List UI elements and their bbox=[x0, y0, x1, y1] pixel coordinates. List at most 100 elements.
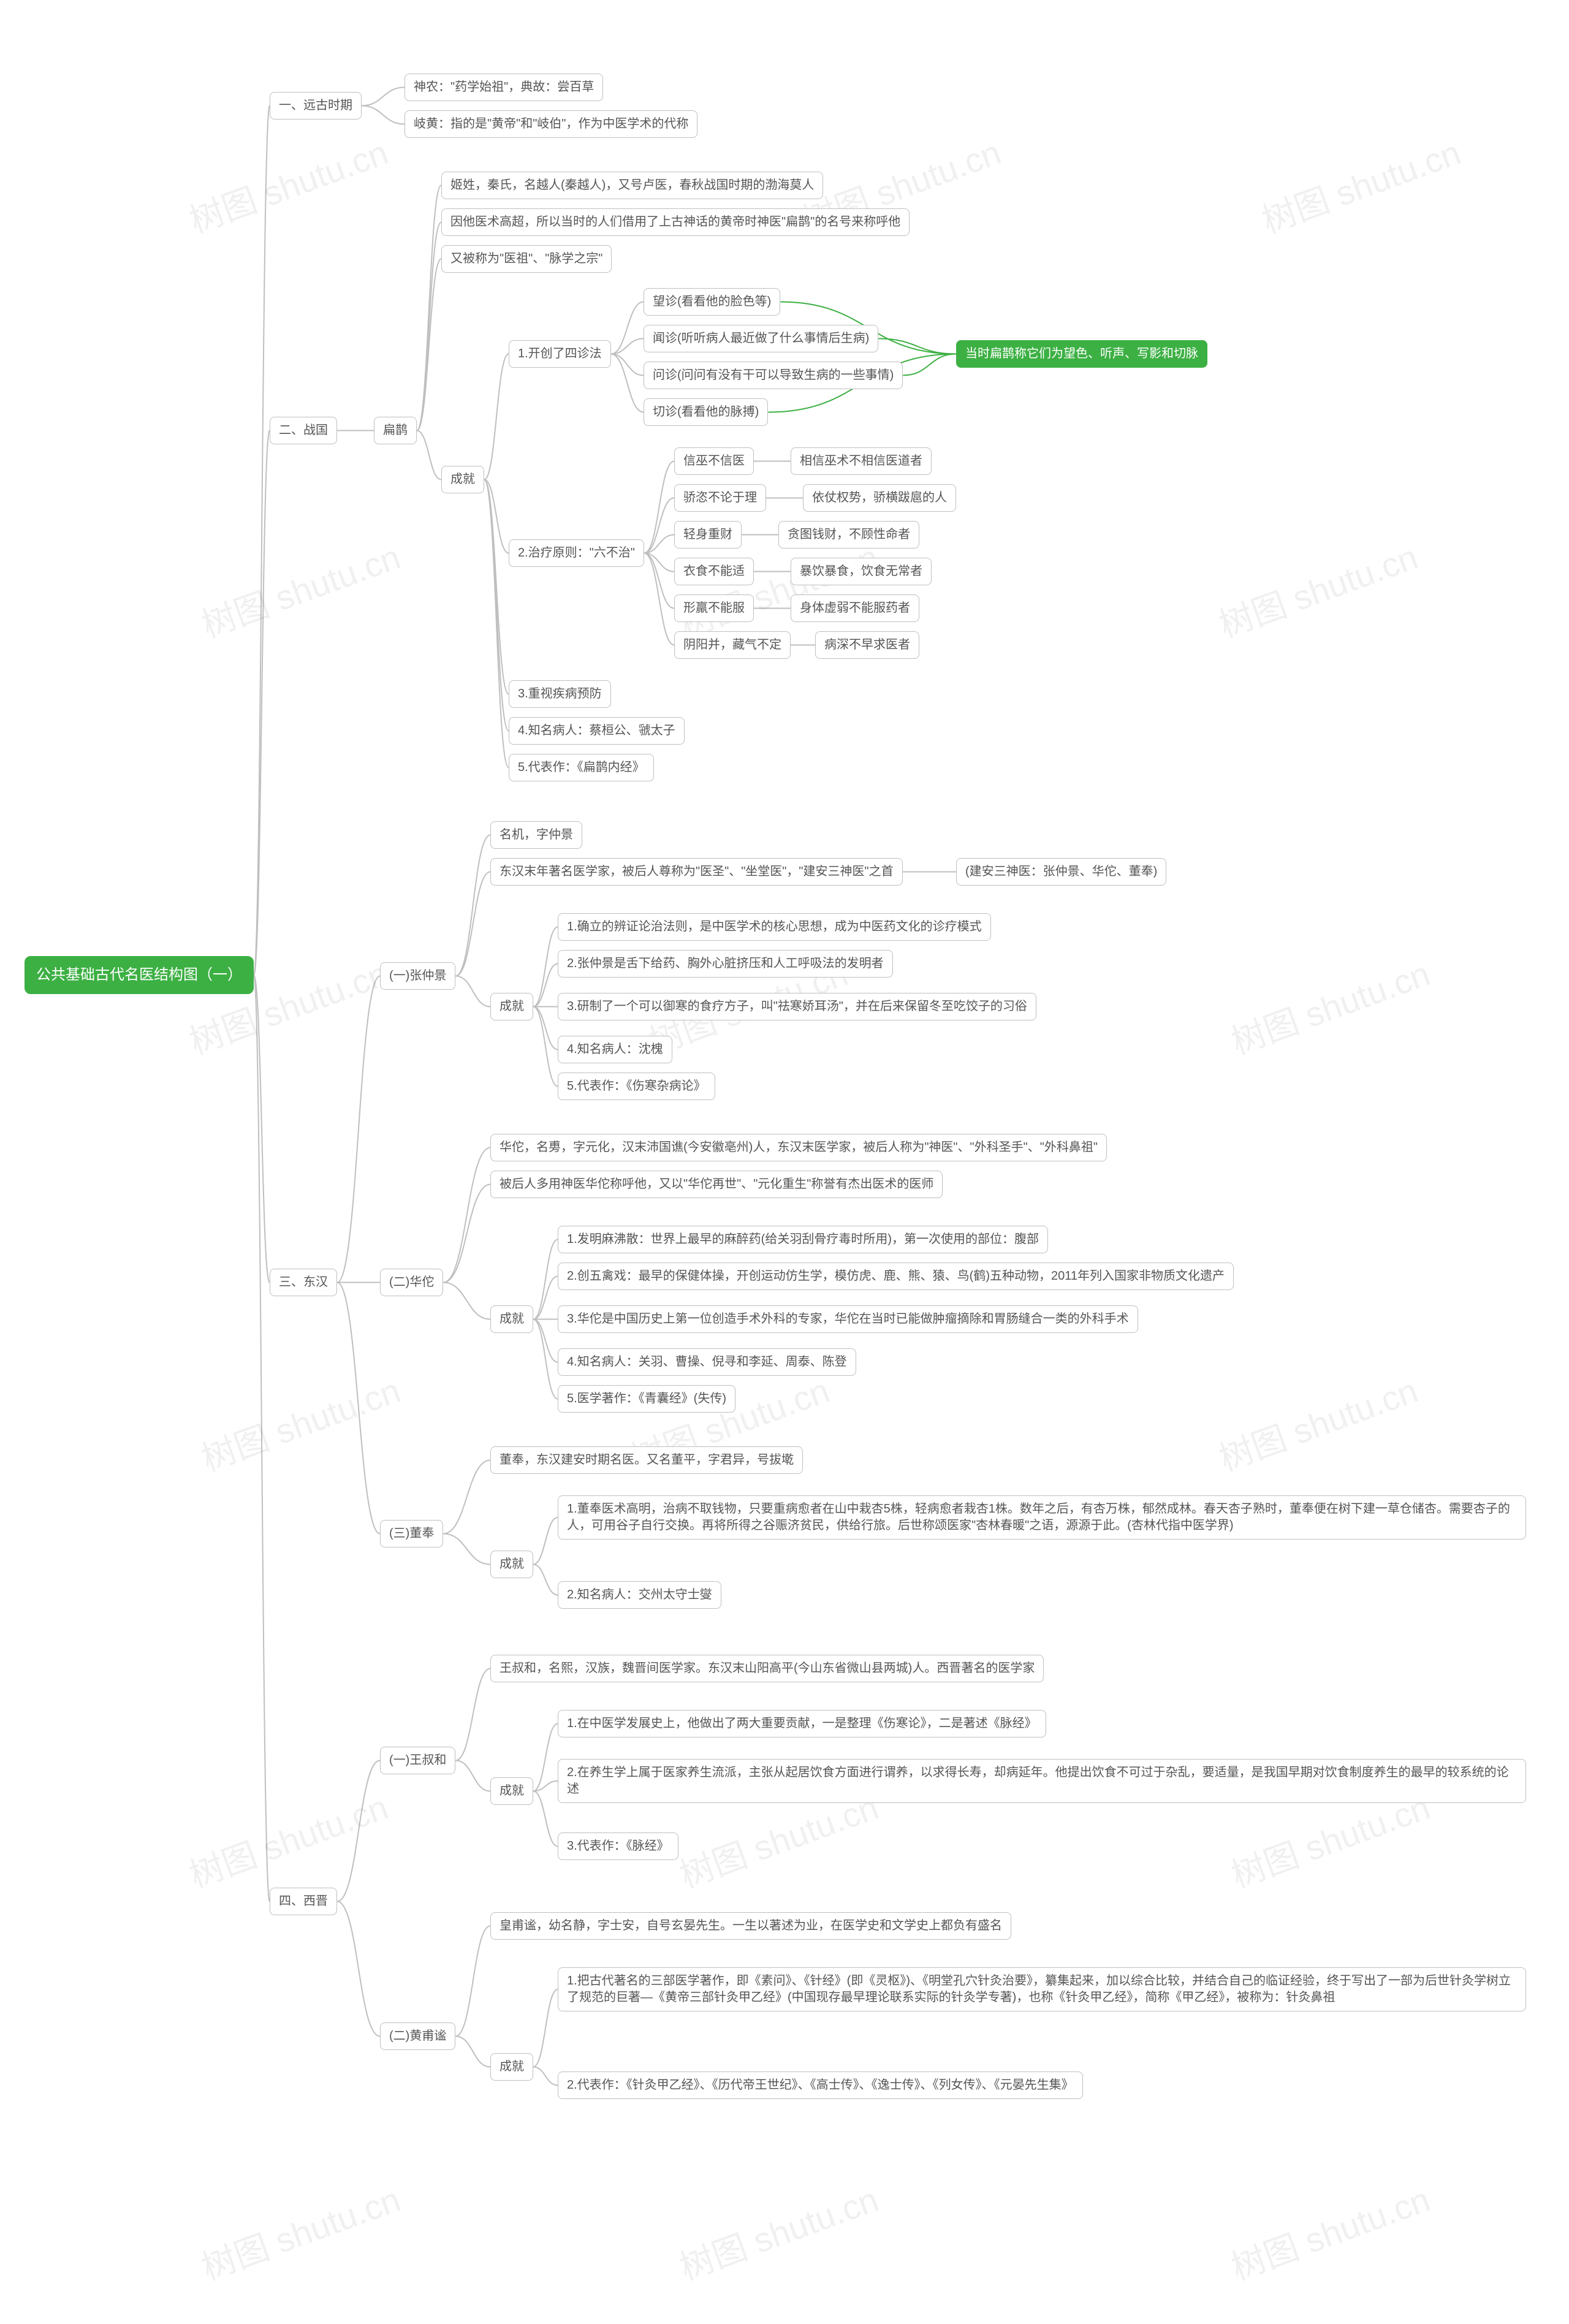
mindmap-node: 姬姓，秦氏，名越人(秦越人)，又号卢医，春秋战国时期的渤海莫人 bbox=[441, 172, 823, 199]
connector bbox=[611, 339, 644, 354]
connector bbox=[417, 186, 441, 431]
connector bbox=[533, 1565, 558, 1595]
mindmap-node: 2.在养生学上属于医家养生流派，主张从起居饮食方面进行谓养，以求得长寿，却病延年… bbox=[558, 1759, 1526, 1803]
connector bbox=[484, 354, 509, 480]
mindmap-node: 闻诊(听听病人最近做了什么事情后生病) bbox=[644, 325, 878, 352]
connector bbox=[533, 1724, 558, 1791]
watermark: 树图 shutu.cn bbox=[1211, 530, 1424, 647]
watermark: 树图 shutu.cn bbox=[1254, 125, 1467, 243]
mindmap-node: 轻身重财 bbox=[674, 521, 742, 549]
mindmap-node: 衣食不能适 bbox=[674, 558, 754, 585]
connector bbox=[443, 1185, 490, 1283]
mindmap-node: 依仗权势，骄横跋扈的人 bbox=[803, 484, 956, 512]
connector bbox=[455, 872, 490, 976]
mindmap-node: 成就 bbox=[490, 1551, 533, 1578]
connector bbox=[484, 480, 509, 694]
mindmap-canvas: 树图 shutu.cn 树图 shutu.cn 树图 shutu.cn 树图 shut… bbox=[0, 0, 1569, 2324]
connector bbox=[455, 835, 490, 976]
connector bbox=[455, 1669, 490, 1761]
connector bbox=[644, 553, 674, 572]
connector bbox=[533, 1277, 558, 1320]
mindmap-node: 信巫不信医 bbox=[674, 447, 754, 475]
watermark: 树图 shutu.cn bbox=[1211, 1363, 1424, 1481]
mindmap-node: 相信巫术不相信医道者 bbox=[791, 447, 932, 475]
mindmap-node: 1.在中医学发展史上，他做出了两大重要贡献，一是整理《伤寒论》，二是著述《脉经》 bbox=[558, 1710, 1046, 1737]
watermark: 树图 shutu.cn bbox=[181, 1780, 394, 1897]
mindmap-node: 望诊(看看他的脸色等) bbox=[644, 288, 780, 316]
connector bbox=[644, 553, 674, 609]
mindmap-node: 3.重视疾病预防 bbox=[509, 680, 611, 708]
mindmap-node: 二、战国 bbox=[270, 417, 337, 444]
mindmap-node: 2.治疗原则："六不治" bbox=[509, 539, 644, 567]
mindmap-node: 1.把古代著名的三部医学著作，即《素问》、《针经》(即《灵枢》)、《明堂孔穴针灸… bbox=[558, 1967, 1526, 2011]
connector bbox=[254, 975, 270, 1282]
connector bbox=[362, 106, 405, 124]
connector bbox=[533, 927, 558, 1007]
connector bbox=[611, 354, 644, 376]
mindmap-node: (三)董奉 bbox=[380, 1520, 443, 1547]
mindmap-node: 5.医学著作：《青囊经》(失传) bbox=[558, 1385, 735, 1413]
connector bbox=[362, 88, 405, 106]
connector bbox=[417, 431, 441, 480]
connector bbox=[254, 106, 270, 976]
mindmap-node: 问诊(问问有没有干可以导致生病的一些事情) bbox=[644, 362, 903, 389]
connector bbox=[443, 1534, 490, 1565]
mindmap-node: 被后人多用神医华佗称呼他，又以"华佗再世"、"元化重生"称誉有杰出医术的医师 bbox=[490, 1171, 943, 1198]
mindmap-node: 3.华佗是中国历史上第一位创造手术外科的专家，华佗在当时已能做肿瘤摘除和胃肠缝合… bbox=[558, 1305, 1138, 1333]
mindmap-node: 2.知名病人：交州太守士燮 bbox=[558, 1581, 721, 1609]
mindmap-node: 3.代表作：《脉经》 bbox=[558, 1832, 678, 1860]
connector bbox=[644, 498, 674, 553]
mindmap-node: 病深不早求医者 bbox=[815, 631, 919, 659]
connector bbox=[611, 302, 644, 354]
mindmap-node: 东汉末年著名医学家，被后人尊称为"医圣"、"坐堂医"，"建安三神医"之首 bbox=[490, 858, 903, 886]
mindmap-node: 形羸不能服 bbox=[674, 594, 754, 622]
connector bbox=[443, 1283, 490, 1320]
watermark: 树图 shutu.cn bbox=[194, 530, 406, 647]
connector bbox=[417, 259, 441, 431]
mindmap-node: 1.发明麻沸散：世界上最早的麻醉药(给关羽刮骨疗毒时所用)，第一次使用的部位：腹… bbox=[558, 1226, 1048, 1253]
connector bbox=[533, 1989, 558, 2067]
mindmap-node: 成就 bbox=[490, 2053, 533, 2081]
connector bbox=[533, 2067, 558, 2086]
connector bbox=[455, 2037, 490, 2067]
connector bbox=[443, 1148, 490, 1283]
mindmap-node: 2.创五禽戏：最早的保健体操，开创运动仿生学，模仿虎、鹿、熊、猿、鸟(鹤)五种动… bbox=[558, 1263, 1234, 1290]
mindmap-node: 又被称为"医祖"、"脉学之宗" bbox=[441, 245, 612, 273]
connector bbox=[417, 222, 441, 431]
connector bbox=[455, 976, 490, 1007]
mindmap-node: 四、西晋 bbox=[270, 1888, 337, 1915]
connector bbox=[644, 535, 674, 553]
connector bbox=[443, 1460, 490, 1534]
connector bbox=[533, 1007, 558, 1050]
connector bbox=[484, 480, 509, 553]
connector bbox=[337, 1761, 380, 1902]
mindmap-node: (二)黄甫谧 bbox=[380, 2022, 455, 2050]
mindmap-node: 3.研制了一个可以御寒的食疗方子，叫"祛寒娇耳汤"，并在后来保留冬至吃饺子的习俗 bbox=[558, 993, 1036, 1020]
mindmap-node: 神农："药学始祖"，典故：尝百草 bbox=[405, 74, 603, 101]
mindmap-node: 5.代表作：《扁鹊内经》 bbox=[509, 754, 654, 781]
connector bbox=[533, 1240, 558, 1320]
connector bbox=[903, 354, 956, 376]
mindmap-node: (一)张仲景 bbox=[380, 962, 455, 990]
connector bbox=[533, 1517, 558, 1565]
connector bbox=[484, 480, 509, 731]
connector bbox=[455, 1761, 490, 1791]
mindmap-node: 因他医术高超，所以当时的人们借用了上古神话的黄帝时神医"扁鹊"的名号来称呼他 bbox=[441, 208, 910, 236]
mindmap-node: 2.张仲景是舌下给药、胸外心脏挤压和人工呼吸法的发明者 bbox=[558, 950, 893, 978]
root-node: 公共基础古代名医结构图（一） bbox=[25, 956, 254, 994]
mindmap-node: 扁鹊 bbox=[374, 417, 417, 444]
mindmap-node: 4.知名病人：关羽、曹操、倪寻和李延、周泰、陈登 bbox=[558, 1348, 856, 1376]
mindmap-node: 成就 bbox=[490, 993, 533, 1020]
connector bbox=[533, 1781, 558, 1791]
mindmap-node: 一、远古时期 bbox=[270, 92, 362, 120]
connector bbox=[878, 339, 956, 354]
mindmap-node: 贪图钱财，不顾性命者 bbox=[778, 521, 919, 549]
connector bbox=[644, 461, 674, 553]
mindmap-node: 阴阳并，藏气不定 bbox=[674, 631, 791, 659]
mindmap-node: 1.董奉医术高明，治病不取钱物，只要重病愈者在山中栽杏5株，轻病愈者栽杏1株。数… bbox=[558, 1495, 1526, 1540]
mindmap-node: 皇甫谧，幼名静，字士安，自号玄晏先生。一生以著述为业，在医学史和文学史上都负有盛… bbox=[490, 1912, 1011, 1940]
mindmap-node: 1.开创了四诊法 bbox=[509, 340, 611, 368]
mindmap-node: 暴饮暴食，饮食无常者 bbox=[791, 558, 932, 585]
mindmap-node: 身体虚弱不能服药者 bbox=[791, 594, 919, 622]
watermark: 树图 shutu.cn bbox=[194, 1363, 406, 1481]
